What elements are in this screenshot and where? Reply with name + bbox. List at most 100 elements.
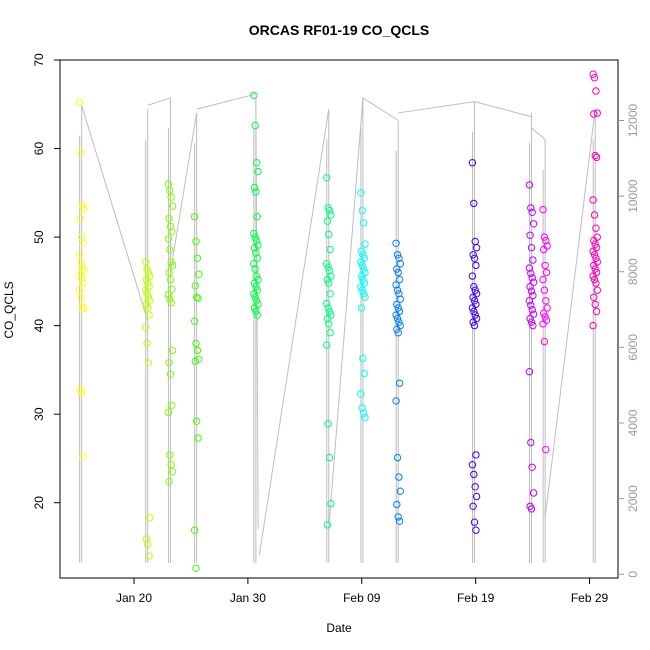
data-point (164, 235, 173, 243)
data-point (357, 390, 365, 398)
data-point (470, 321, 479, 330)
data-point (76, 214, 84, 223)
data-point (193, 293, 201, 301)
data-point (323, 260, 331, 268)
data-point (359, 354, 367, 363)
data-point (357, 189, 365, 197)
data-point (591, 300, 599, 309)
data-point (396, 487, 404, 495)
data-point (590, 261, 598, 270)
data-point (394, 268, 402, 277)
data-point (472, 492, 481, 501)
data-point (80, 205, 88, 213)
data-point (528, 274, 536, 282)
data-point (593, 286, 601, 294)
data-point (142, 535, 151, 543)
data-point (361, 293, 369, 301)
data-point (166, 245, 174, 254)
data-point (541, 313, 549, 321)
data-point (144, 268, 153, 277)
data-point (358, 286, 366, 294)
x-tick-label: Jan 30 (230, 591, 266, 605)
x-tick-label: Jan 20 (116, 591, 152, 605)
data-point (166, 222, 175, 231)
data-point (592, 87, 600, 95)
data-point (529, 489, 538, 497)
data-point (143, 290, 151, 298)
data-point (325, 307, 334, 316)
data-point (393, 265, 401, 273)
data-point (527, 269, 535, 278)
data-point (592, 153, 601, 162)
data-point (396, 260, 404, 268)
data-point (252, 283, 260, 291)
data-point (167, 461, 175, 469)
data-point (468, 272, 477, 280)
data-point (323, 341, 331, 349)
data-point (539, 320, 547, 328)
data-point (359, 290, 368, 298)
data-point (251, 121, 259, 130)
data-point (79, 239, 87, 248)
data-point (589, 321, 597, 330)
data-point (539, 275, 547, 284)
data-point (527, 244, 536, 252)
data-point (253, 213, 261, 221)
data-point (167, 258, 175, 266)
data-point (470, 297, 479, 305)
data-point (529, 256, 537, 264)
data-point (166, 275, 175, 284)
data-point (590, 275, 599, 284)
data-point (250, 244, 259, 252)
data-point (193, 346, 202, 355)
data-point (191, 282, 200, 290)
data-point (75, 251, 84, 259)
altitude-connector (258, 109, 330, 556)
data-point (251, 233, 259, 241)
data-point (472, 526, 480, 534)
data-point (252, 236, 261, 245)
y-tick-label: 40 (32, 319, 46, 333)
altitude-connector (362, 97, 399, 121)
data-point (144, 293, 153, 301)
y2-tick-label: 4000 (626, 409, 640, 436)
altitude-connector (531, 127, 546, 140)
data-point (471, 286, 479, 294)
data-point (323, 521, 332, 529)
data-point (77, 258, 85, 266)
data-point (395, 254, 403, 262)
data-point (253, 254, 261, 262)
data-point (324, 263, 332, 271)
data-point (542, 445, 550, 454)
data-point (167, 193, 175, 201)
data-point (252, 297, 261, 305)
data-point (592, 307, 601, 316)
data-point (194, 294, 202, 302)
data-point (193, 417, 201, 425)
data-point (469, 293, 477, 301)
data-point (540, 233, 549, 241)
data-point (323, 314, 332, 323)
data-point (144, 540, 152, 549)
data-point (394, 513, 402, 521)
data-point (540, 309, 548, 317)
data-point (75, 98, 84, 107)
data-point (472, 244, 481, 252)
data-point (143, 265, 151, 273)
data-point (359, 275, 367, 284)
altitude-connector (398, 101, 475, 114)
data-point (325, 230, 333, 239)
data-point (527, 318, 536, 326)
data-point (326, 290, 334, 298)
y2-tick-label: 12000 (626, 103, 640, 137)
x-tick-label: Feb 29 (571, 591, 609, 605)
data-point (323, 299, 331, 308)
data-point (471, 311, 479, 319)
data-point (591, 151, 599, 160)
data-point (250, 183, 259, 192)
data-point (541, 261, 549, 270)
data-point (250, 229, 258, 238)
data-point (325, 320, 333, 328)
data-point (252, 249, 260, 257)
data-point (168, 202, 177, 210)
